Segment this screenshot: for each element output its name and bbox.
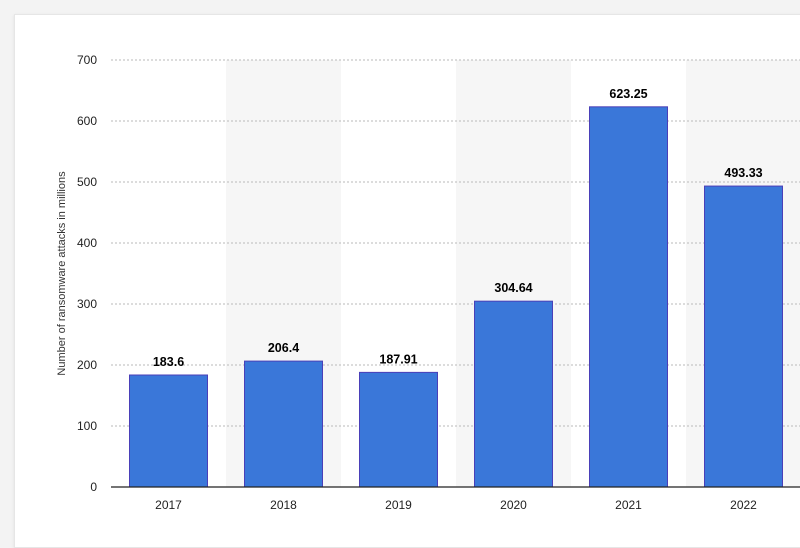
x-tick-labels: 2017 2018 2019 2020 2021 2022 [155, 498, 757, 512]
x-tick-2021: 2021 [615, 498, 642, 512]
bar-2019[interactable] [359, 371, 438, 488]
bar-2022[interactable] [704, 185, 783, 488]
chart-card: 183.6 206.4 187.91 304.64 623.25 493.33 0 100 2… [14, 14, 800, 548]
bar-chart: 183.6 206.4 187.91 304.64 623.25 493.33 0 100 2… [56, 53, 800, 512]
data-labels: 183.6 206.4 187.91 304.64 623.25 493.33 [153, 87, 763, 369]
y-tick-labels: 0 100 200 300 400 500 600 700 [77, 53, 97, 494]
data-label-2019: 187.91 [379, 352, 417, 366]
y-tick-200: 200 [77, 358, 97, 372]
x-tick-2018: 2018 [270, 498, 297, 512]
bar-2017[interactable] [129, 374, 208, 488]
bars [129, 106, 783, 488]
y-tick-700: 700 [77, 53, 97, 67]
data-label-2022: 493.33 [724, 166, 762, 180]
data-label-2017: 183.6 [153, 355, 184, 369]
data-label-2020: 304.64 [494, 281, 532, 295]
bar-2021[interactable] [589, 106, 668, 488]
y-tick-100: 100 [77, 419, 97, 433]
data-label-2021: 623.25 [609, 87, 647, 101]
y-tick-400: 400 [77, 236, 97, 250]
y-tick-300: 300 [77, 297, 97, 311]
x-tick-2022: 2022 [730, 498, 757, 512]
x-tick-2017: 2017 [155, 498, 182, 512]
x-tick-2019: 2019 [385, 498, 412, 512]
gridlines [111, 59, 800, 427]
y-tick-500: 500 [77, 175, 97, 189]
bar-2018[interactable] [244, 360, 323, 488]
x-tick-2020: 2020 [500, 498, 527, 512]
y-tick-0: 0 [90, 480, 97, 494]
y-tick-600: 600 [77, 114, 97, 128]
bar-2020[interactable] [474, 300, 553, 488]
y-axis-title: Number of ransomware attacks in millions [56, 171, 68, 376]
data-label-2018: 206.4 [268, 341, 299, 355]
